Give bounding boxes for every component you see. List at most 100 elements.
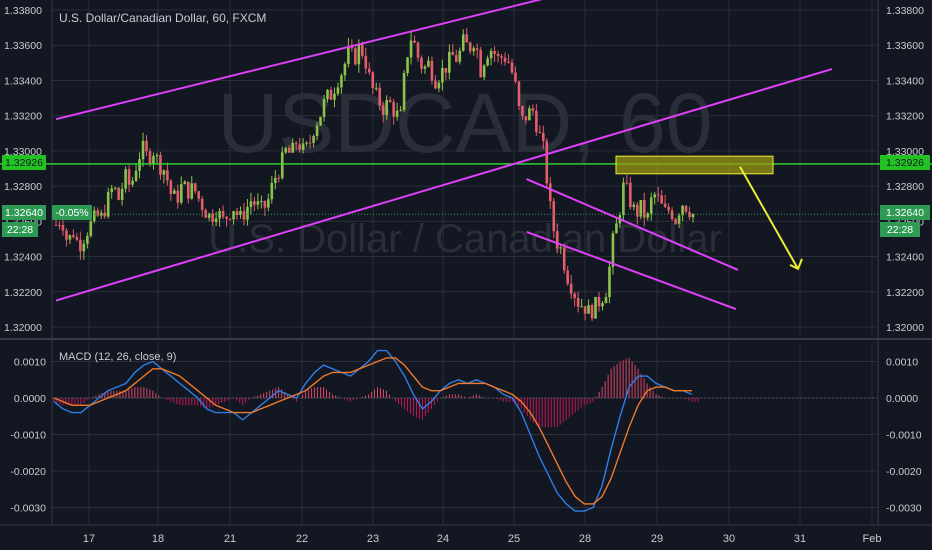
level-badge-right-text: 1.32926 [886,157,924,169]
candle-body [691,214,695,218]
candle-body [524,116,528,121]
candle-body [642,200,646,218]
candle-body [333,93,336,100]
time-tick-1: 18 [152,533,164,545]
candle-body [542,132,545,141]
candle-body [183,181,187,185]
macd-tick-right-1: 0.0000 [886,393,918,405]
price-tick-left-7: 1.33400 [4,75,42,87]
candle-body [367,68,371,73]
countdown-badge-left [2,222,38,237]
time-tick-5: 24 [437,533,449,545]
candle-body [246,206,249,220]
watermark-symbol: USDCAD, 60 [218,76,713,170]
candle-body [493,50,496,54]
candle-body [514,72,517,82]
projection-arrow-shaft [739,166,799,270]
candle-body [611,233,615,267]
candle-body [399,109,402,111]
time-axis[interactable]: 17 18 21 22 23 24 25 28 29 30 31 Feb [83,533,882,545]
candle-body [667,206,670,211]
candle-body [308,142,312,144]
candle-body [298,144,301,150]
candle-body [152,156,155,164]
candle-body [110,188,113,193]
candle-body [507,61,510,63]
candle-body [555,231,559,249]
candle-body [374,87,378,89]
candle-body [500,56,503,58]
candle-body [58,225,61,227]
candle-body [291,142,294,153]
candle-body [228,218,232,220]
macd-tick-left-4: -0.0030 [10,503,46,515]
candle-body [371,72,375,89]
change-badge-text: -0.05% [55,207,88,219]
chart-title: U.S. Dollar/Canadian Dollar, 60, FXCM [59,11,266,25]
candle-body [253,201,256,205]
candle-body [622,182,625,216]
countdown-badge-right [880,222,920,237]
candle-body [552,201,556,232]
candle-body [315,125,319,136]
price-tick-right-4: 1.32800 [886,181,924,193]
candle-body [548,183,552,202]
candle-body [354,48,357,65]
candle-body [670,210,674,220]
candle-body [256,201,260,205]
candle-body [68,235,72,240]
candlestick-series [54,28,695,322]
time-tick-8: 29 [651,533,663,545]
candle-body [468,42,472,52]
candle-body [430,60,434,81]
drawing-tools [0,0,932,310]
price-badge-left-text: 1.32640 [5,207,43,219]
price-badge-left [2,205,46,220]
candle-body [656,194,660,196]
price-axis-left[interactable]: 1.320001.322001.324001.326001.328001.330… [4,5,46,515]
candle-body [688,211,691,218]
level-badge-right [880,155,930,170]
macd-tick-left-1: 0.0000 [14,393,46,405]
candle-body [103,212,107,217]
candle-body [441,68,444,83]
candle-body [639,200,643,217]
projection-arrow-head [789,258,803,271]
candle-body [294,142,298,145]
down-channel-lower [526,230,737,310]
candle-body [350,46,354,49]
candle-body [138,159,141,171]
candle-body [225,216,228,219]
candle-body [357,44,361,65]
price-tick-right-1: 1.32200 [886,287,924,299]
candle-body [409,40,413,58]
candle-body [159,155,162,175]
candle-body [629,182,632,208]
price-tick-left-0: 1.32000 [4,322,42,334]
candle-body [134,170,138,181]
candle-body [218,211,221,219]
price-axis-right[interactable]: 1.320001.322001.324001.326001.328001.330… [886,5,924,515]
candle-body [340,75,343,88]
candle-body [86,236,89,244]
candle-body [127,169,131,185]
price-tick-right-0: 1.32000 [886,322,924,334]
countdown-badge-right-text: 22:28 [887,224,913,236]
price-tick-right-5: 1.33000 [886,146,924,158]
candle-body [472,48,476,52]
resistance-zone [615,155,774,175]
candle-body [54,224,58,226]
candle-body [381,105,385,116]
candle-body [566,270,569,284]
candle-body [625,182,629,184]
candle-body [162,170,166,175]
candle-body [364,55,368,69]
time-tick-6: 25 [508,533,520,545]
time-tick-3: 22 [296,533,308,545]
candle-body [482,65,486,78]
candle-body [343,63,347,76]
candle-body [120,188,124,200]
candle-body [361,44,364,56]
